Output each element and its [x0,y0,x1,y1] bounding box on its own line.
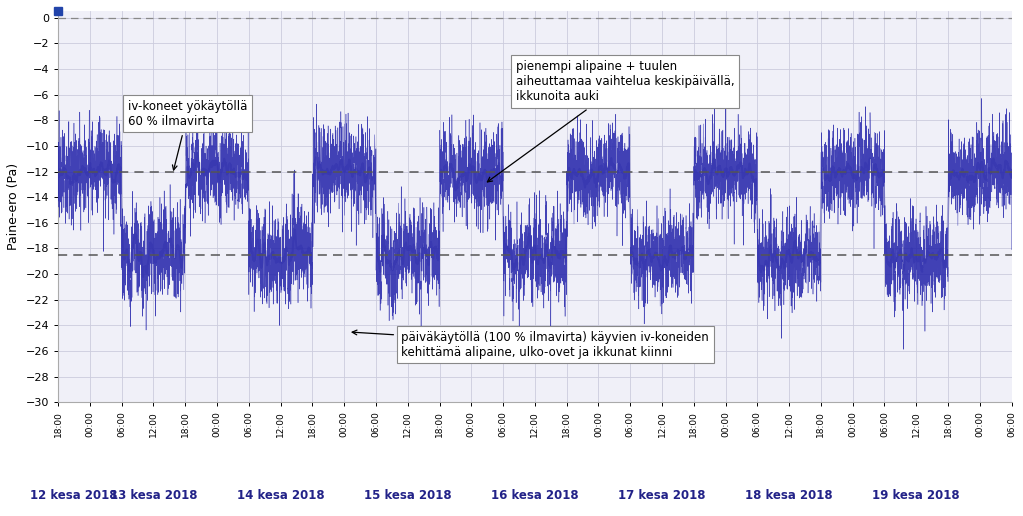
Y-axis label: Paine-ero (Pa): Paine-ero (Pa) [7,163,19,250]
Text: 14 kesa 2018: 14 kesa 2018 [236,489,324,502]
Text: päiväkäytöllä (100 % ilmavirta) käyvien iv-koneiden
kehittämä alipaine, ulko-ove: päiväkäytöllä (100 % ilmavirta) käyvien … [352,330,709,359]
Text: 16 kesa 2018: 16 kesa 2018 [491,489,579,502]
Text: iv-koneet yökäytöllä
60 % ilmavirta: iv-koneet yökäytöllä 60 % ilmavirta [128,100,248,170]
Text: 13 kesa 2018: 13 kesa 2018 [109,489,197,502]
Text: 17 kesa 2018: 17 kesa 2018 [618,489,706,502]
Text: pienempi alipaine + tuulen
aiheuttamaa vaihtelua keskipäivällä,
ikkunoita auki: pienempi alipaine + tuulen aiheuttamaa v… [487,60,735,182]
Text: 12 kesa 2018: 12 kesa 2018 [31,489,118,502]
Text: 15 kesa 2018: 15 kesa 2018 [364,489,451,502]
Text: 19 kesa 2018: 19 kesa 2018 [873,489,960,502]
Text: 18 kesa 2018: 18 kesa 2018 [746,489,833,502]
